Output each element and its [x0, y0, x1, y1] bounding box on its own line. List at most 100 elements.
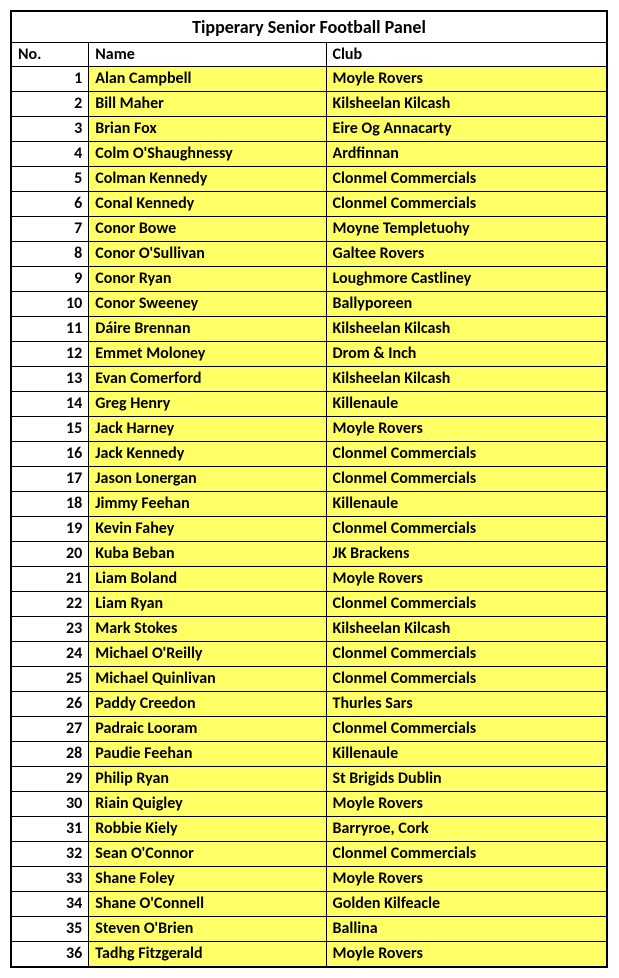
cell-name: Conal Kennedy — [89, 192, 326, 217]
table-row: 26Paddy CreedonThurles Sars — [11, 692, 607, 717]
cell-name: Conor Bowe — [89, 217, 326, 242]
panel-table: Tipperary Senior Football Panel No. Name… — [10, 10, 608, 968]
cell-name: Tadhg Fitzgerald — [89, 942, 326, 968]
cell-name: Bill Maher — [89, 92, 326, 117]
cell-name: Michael O'Reilly — [89, 642, 326, 667]
cell-club: Moyle Rovers — [326, 67, 607, 92]
cell-club: Kilsheelan Kilcash — [326, 92, 607, 117]
table-row: 36Tadhg FitzgeraldMoyle Rovers — [11, 942, 607, 968]
table-row: 23Mark StokesKilsheelan Kilcash — [11, 617, 607, 642]
table-row: 6Conal KennedyClonmel Commercials — [11, 192, 607, 217]
cell-name: Shane Foley — [89, 867, 326, 892]
table-row: 12Emmet MoloneyDrom & Inch — [11, 342, 607, 367]
table-row: 33Shane FoleyMoyle Rovers — [11, 867, 607, 892]
cell-no: 1 — [11, 67, 89, 92]
cell-club: Clonmel Commercials — [326, 467, 607, 492]
cell-no: 25 — [11, 667, 89, 692]
header-row: No. Name Club — [11, 43, 607, 67]
cell-club: Drom & Inch — [326, 342, 607, 367]
table-row: 8Conor O'SullivanGaltee Rovers — [11, 242, 607, 267]
table-row: 16Jack KennedyClonmel Commercials — [11, 442, 607, 467]
cell-club: Moyle Rovers — [326, 417, 607, 442]
cell-name: Alan Campbell — [89, 67, 326, 92]
cell-no: 28 — [11, 742, 89, 767]
cell-no: 30 — [11, 792, 89, 817]
cell-club: Clonmel Commercials — [326, 192, 607, 217]
table-row: 5Colman KennedyClonmel Commercials — [11, 167, 607, 192]
cell-no: 36 — [11, 942, 89, 968]
table-row: 24Michael O'ReillyClonmel Commercials — [11, 642, 607, 667]
cell-name: Shane O'Connell — [89, 892, 326, 917]
cell-club: Clonmel Commercials — [326, 642, 607, 667]
cell-name: Conor Ryan — [89, 267, 326, 292]
cell-club: Galtee Rovers — [326, 242, 607, 267]
cell-no: 13 — [11, 367, 89, 392]
table-row: 28Paudie FeehanKillenaule — [11, 742, 607, 767]
cell-no: 24 — [11, 642, 89, 667]
table-row: 30Riain QuigleyMoyle Rovers — [11, 792, 607, 817]
table-row: 1Alan CampbellMoyle Rovers — [11, 67, 607, 92]
cell-no: 15 — [11, 417, 89, 442]
cell-club: Moyle Rovers — [326, 792, 607, 817]
cell-name: Padraic Looram — [89, 717, 326, 742]
cell-no: 19 — [11, 517, 89, 542]
cell-club: Moyle Rovers — [326, 867, 607, 892]
cell-club: Killenaule — [326, 492, 607, 517]
cell-no: 35 — [11, 917, 89, 942]
cell-club: Eire Og Annacarty — [326, 117, 607, 142]
table-row: 13Evan ComerfordKilsheelan Kilcash — [11, 367, 607, 392]
cell-club: Kilsheelan Kilcash — [326, 317, 607, 342]
cell-no: 26 — [11, 692, 89, 717]
table-row: 27Padraic LooramClonmel Commercials — [11, 717, 607, 742]
cell-club: Clonmel Commercials — [326, 592, 607, 617]
cell-club: Kilsheelan Kilcash — [326, 617, 607, 642]
cell-name: Liam Ryan — [89, 592, 326, 617]
table-row: 14Greg HenryKillenaule — [11, 392, 607, 417]
table-row: 35Steven O'BrienBallina — [11, 917, 607, 942]
cell-name: Liam Boland — [89, 567, 326, 592]
cell-club: Moyne Templetuohy — [326, 217, 607, 242]
cell-name: Paddy Creedon — [89, 692, 326, 717]
cell-club: Loughmore Castliney — [326, 267, 607, 292]
cell-no: 31 — [11, 817, 89, 842]
cell-name: Colm O'Shaughnessy — [89, 142, 326, 167]
table-row: 32Sean O'ConnorClonmel Commercials — [11, 842, 607, 867]
cell-no: 2 — [11, 92, 89, 117]
table-body: 1Alan CampbellMoyle Rovers2Bill MaherKil… — [11, 67, 607, 968]
table-row: 29Philip RyanSt Brigids Dublin — [11, 767, 607, 792]
cell-no: 23 — [11, 617, 89, 642]
cell-name: Conor O'Sullivan — [89, 242, 326, 267]
cell-club: Ballyporeen — [326, 292, 607, 317]
title-row: Tipperary Senior Football Panel — [11, 11, 607, 43]
cell-club: Killenaule — [326, 392, 607, 417]
cell-no: 21 — [11, 567, 89, 592]
cell-club: Killenaule — [326, 742, 607, 767]
cell-club: Clonmel Commercials — [326, 442, 607, 467]
cell-club: Clonmel Commercials — [326, 842, 607, 867]
table-row: 17Jason LonerganClonmel Commercials — [11, 467, 607, 492]
cell-name: Michael Quinlivan — [89, 667, 326, 692]
cell-no: 34 — [11, 892, 89, 917]
table-row: 11Dáire BrennanKilsheelan Kilcash — [11, 317, 607, 342]
cell-no: 4 — [11, 142, 89, 167]
cell-name: Sean O'Connor — [89, 842, 326, 867]
cell-no: 5 — [11, 167, 89, 192]
table-row: 34Shane O'ConnellGolden Kilfeacle — [11, 892, 607, 917]
cell-club: Ballina — [326, 917, 607, 942]
cell-no: 10 — [11, 292, 89, 317]
table-row: 10Conor SweeneyBallyporeen — [11, 292, 607, 317]
cell-name: Evan Comerford — [89, 367, 326, 392]
cell-club: Thurles Sars — [326, 692, 607, 717]
cell-name: Kuba Beban — [89, 542, 326, 567]
cell-no: 18 — [11, 492, 89, 517]
cell-no: 7 — [11, 217, 89, 242]
cell-no: 22 — [11, 592, 89, 617]
cell-name: Colman Kennedy — [89, 167, 326, 192]
cell-no: 20 — [11, 542, 89, 567]
table-row: 25Michael QuinlivanClonmel Commercials — [11, 667, 607, 692]
cell-name: Greg Henry — [89, 392, 326, 417]
cell-no: 27 — [11, 717, 89, 742]
table-row: 7Conor BoweMoyne Templetuohy — [11, 217, 607, 242]
cell-no: 33 — [11, 867, 89, 892]
cell-no: 12 — [11, 342, 89, 367]
